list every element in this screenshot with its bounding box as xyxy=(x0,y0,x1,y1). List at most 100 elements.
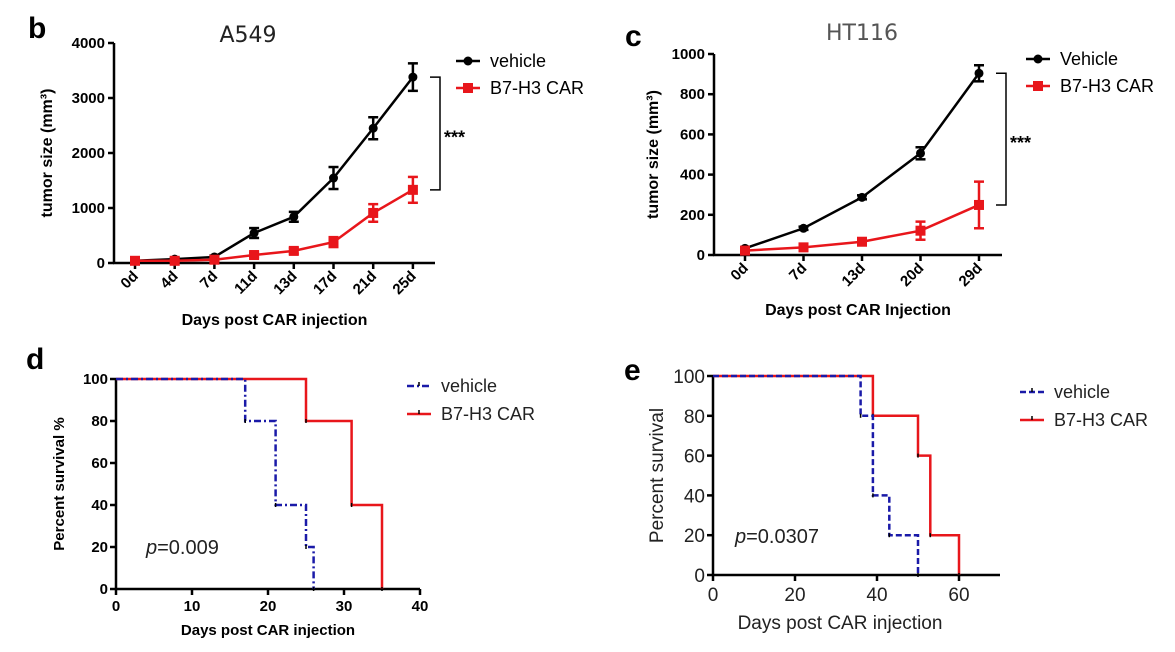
data-point xyxy=(130,255,140,266)
y-axis-label: tumor size (mm³) xyxy=(645,90,662,219)
y-tick-label: 1000 xyxy=(672,46,705,63)
data-point xyxy=(329,173,338,183)
x-tick-label: 30 xyxy=(336,598,353,615)
x-tick-label: 25d xyxy=(389,268,419,298)
x-tick-label: 10 xyxy=(184,598,201,615)
x-tick-label: 0d xyxy=(727,260,751,284)
p-value-label: p=0.009 xyxy=(145,537,219,559)
x-tick-label: 60 xyxy=(948,585,969,606)
x-tick-label: 20 xyxy=(260,598,277,615)
x-axis-label: Days post CAR injection xyxy=(182,312,368,329)
legend-label-vehicle: vehicle xyxy=(490,51,546,71)
legend-marker xyxy=(463,56,473,66)
x-axis-label: Days post CAR injection xyxy=(181,622,355,639)
x-tick-label: 11d xyxy=(231,268,261,298)
y-tick-label: 40 xyxy=(684,486,705,507)
y-tick-label: 60 xyxy=(91,455,108,472)
y-axis-label: Percent survival xyxy=(647,408,668,543)
y-tick-label: 100 xyxy=(673,367,705,388)
p-value-label: p=0.0307 xyxy=(734,526,819,548)
data-point xyxy=(249,228,259,238)
x-tick-label: 13d xyxy=(270,268,300,298)
data-point xyxy=(974,199,984,210)
p-symbol: p xyxy=(145,537,157,559)
legend-label-vehicle: vehicle xyxy=(1054,382,1110,402)
legend-label-vehicle: vehicle xyxy=(441,376,497,396)
y-tick-label: 3000 xyxy=(72,90,105,107)
y-tick-label: 2000 xyxy=(72,145,105,162)
y-tick-label: 20 xyxy=(91,539,108,556)
x-tick-label: 13d xyxy=(839,260,869,290)
x-tick-label: 4d xyxy=(157,268,181,292)
x-tick-label: 21d xyxy=(350,268,380,298)
x-tick-label: 20 xyxy=(784,585,805,606)
y-tick-label: 100 xyxy=(83,371,108,388)
x-tick-label: 0d xyxy=(117,268,141,292)
series-line-car xyxy=(135,188,414,263)
x-tick-label: 7d xyxy=(786,260,810,284)
data-point xyxy=(798,242,809,253)
legend-label-car: B7-H3 CAR xyxy=(1054,410,1148,430)
y-tick-label: 60 xyxy=(684,447,705,468)
data-point xyxy=(289,212,299,222)
y-tick-label: 4000 xyxy=(72,35,105,52)
series-line-vehicle xyxy=(134,76,414,263)
y-tick-label: 80 xyxy=(91,413,108,430)
series-line-vehicle xyxy=(744,72,981,250)
legend-label-vehicle: Vehicle xyxy=(1060,49,1118,69)
data-point xyxy=(740,245,750,256)
data-point xyxy=(857,236,867,247)
legend-marker xyxy=(1033,81,1043,91)
legend-label-car: B7-H3 CAR xyxy=(441,404,535,424)
p-symbol: p xyxy=(734,526,746,548)
x-tick-label: 7d xyxy=(197,268,221,292)
panel-c-chart: 0 200 400 600 800 1000 0d 7d 13d 20d 29d Days post … xyxy=(645,21,1154,319)
y-tick-label: 20 xyxy=(684,526,705,547)
x-tick-label: 0 xyxy=(708,585,719,606)
data-point xyxy=(915,225,926,236)
x-axis-label: Days post CAR Injection xyxy=(765,302,951,319)
panel-label-d: d xyxy=(26,343,44,376)
x-axis-label: Days post CAR injection xyxy=(738,613,943,634)
significance-label: *** xyxy=(444,127,465,147)
chart-title: HT116 xyxy=(826,21,898,46)
data-point xyxy=(916,148,925,158)
y-tick-label: 0 xyxy=(97,255,105,272)
y-tick-label: 200 xyxy=(680,207,705,224)
data-point xyxy=(408,72,418,82)
significance-bracket xyxy=(996,72,1007,206)
x-tick-label: 0 xyxy=(112,598,120,615)
data-point xyxy=(799,223,808,233)
legend-marker xyxy=(1033,54,1043,64)
panel-label-e: e xyxy=(624,354,641,387)
legend-label-car: B7-H3 CAR xyxy=(490,78,584,98)
y-tick-label: 40 xyxy=(91,497,108,514)
y-tick-label: 0 xyxy=(697,247,705,264)
y-tick-label: 1000 xyxy=(72,200,105,217)
y-tick-label: 600 xyxy=(680,126,705,143)
y-axis-label: tumor size (mm³) xyxy=(39,89,56,218)
legend-label-car: B7-H3 CAR xyxy=(1060,76,1154,96)
legend-marker xyxy=(463,83,473,93)
x-tick-label: 40 xyxy=(412,598,429,615)
x-tick-label: 20d xyxy=(897,260,927,290)
significance-label: *** xyxy=(1010,133,1031,153)
panel-d-chart: 0 20 40 60 80 100 0 10 20 30 40 Days post CAR injec… xyxy=(51,371,535,639)
y-tick-label: 80 xyxy=(684,407,705,428)
data-point xyxy=(857,192,867,202)
p-value: =0.009 xyxy=(157,537,219,559)
p-value: =0.0307 xyxy=(746,526,819,548)
survival-curve-car xyxy=(116,377,384,589)
significance-bracket xyxy=(430,76,441,191)
chart-title: A549 xyxy=(219,23,276,48)
panel-label-c: c xyxy=(625,20,642,53)
x-tick-label: 17d xyxy=(310,268,340,298)
x-tick-label: 40 xyxy=(866,585,887,606)
y-axis-label: Percent survival % xyxy=(51,417,68,550)
data-point xyxy=(209,254,220,265)
data-point xyxy=(368,207,379,218)
data-point xyxy=(169,255,180,266)
data-point xyxy=(328,237,339,248)
